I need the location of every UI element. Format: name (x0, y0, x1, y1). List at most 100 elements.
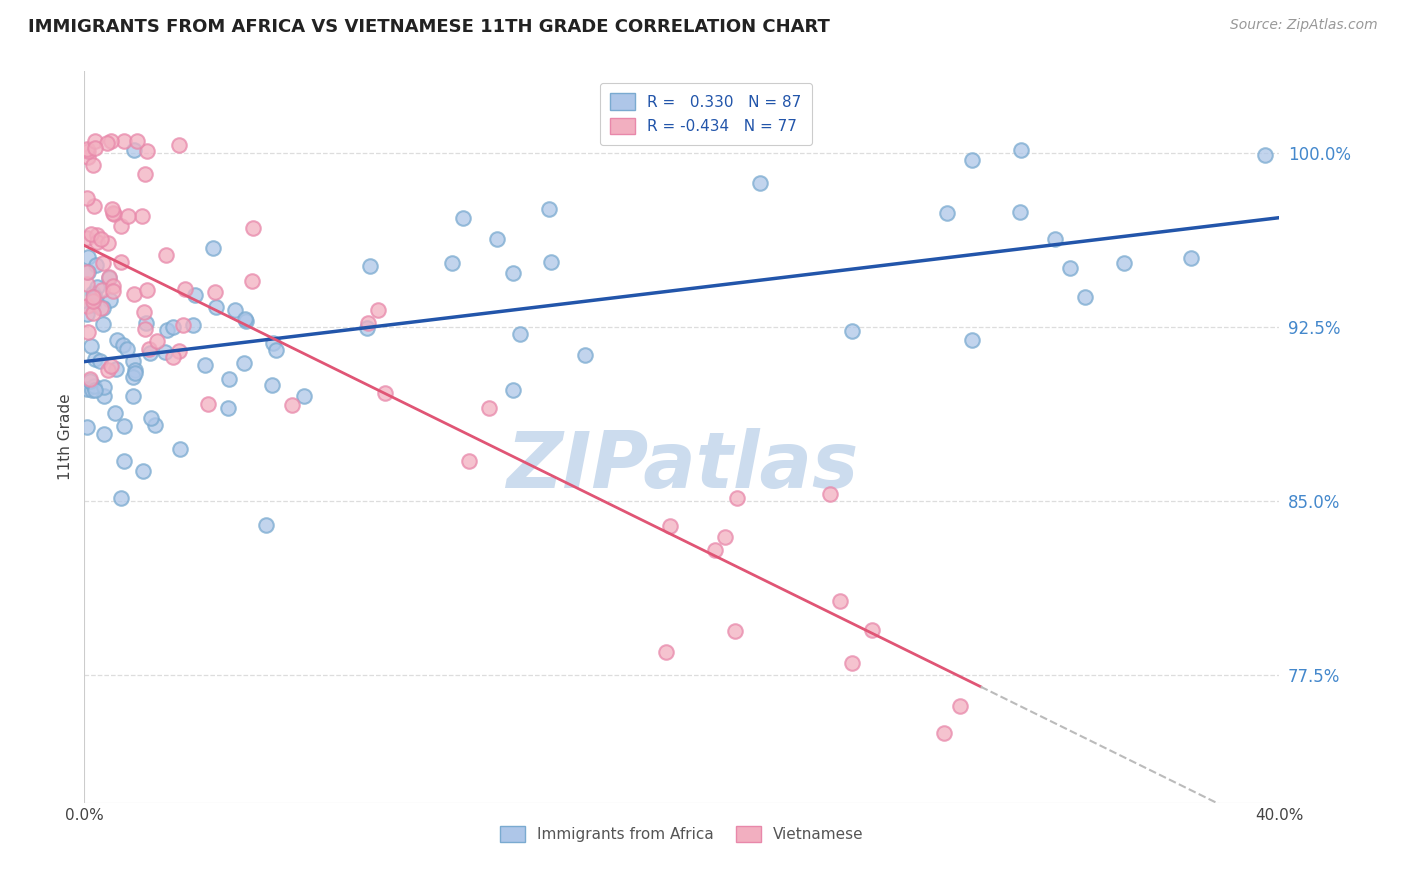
Point (112, 454, 135, 468)
Point (134, 321, 156, 335)
Point (79, 374, 101, 388)
Point (502, 266, 524, 280)
Point (281, 398, 304, 412)
Point (105, 333, 128, 347)
Point (218, 371, 240, 385)
Point (112, 337, 135, 351)
Point (235, 314, 257, 328)
Point (110, 219, 132, 234)
Point (138, 342, 160, 356)
Point (960, 333, 983, 347)
Point (749, 176, 772, 190)
Point (100, 134, 122, 148)
Point (97, 363, 120, 377)
Point (162, 319, 184, 334)
Point (1180, 251, 1202, 265)
Point (89, 354, 111, 368)
Point (359, 260, 381, 274)
Point (96, 136, 118, 151)
Point (77, 325, 100, 339)
Point (97, 271, 120, 285)
Point (167, 138, 190, 153)
Point (139, 410, 162, 425)
Point (84, 290, 107, 304)
Point (714, 530, 737, 544)
Point (77, 150, 100, 164)
Point (841, 324, 863, 338)
Point (104, 406, 127, 420)
Point (90, 232, 112, 246)
Point (173, 282, 195, 296)
Point (82, 290, 104, 304)
Point (655, 645, 678, 659)
Point (162, 350, 184, 364)
Point (82, 293, 104, 308)
Point (98, 293, 121, 308)
Point (1008, 204, 1031, 219)
Point (181, 318, 204, 332)
Point (169, 442, 191, 456)
Point (194, 358, 217, 372)
Point (82, 158, 104, 172)
Point (458, 454, 481, 468)
Point (262, 336, 284, 351)
Point (262, 378, 284, 392)
Point (97, 270, 120, 285)
Point (242, 220, 264, 235)
Point (80, 227, 103, 241)
Point (704, 542, 727, 557)
Point (451, 211, 474, 226)
Point (136, 283, 159, 297)
Point (104, 362, 127, 376)
Point (860, 623, 883, 637)
Point (828, 593, 851, 607)
Point (76, 420, 98, 434)
Legend: Immigrants from Africa, Vietnamese: Immigrants from Africa, Vietnamese (492, 818, 872, 850)
Point (367, 303, 389, 318)
Point (79, 372, 101, 386)
Point (101, 202, 124, 217)
Point (217, 401, 239, 415)
Point (131, 209, 153, 223)
Point (83, 379, 105, 393)
Point (1010, 144, 1032, 158)
Point (233, 356, 256, 370)
Point (935, 205, 957, 219)
Point (76, 265, 98, 279)
Point (84, 141, 107, 155)
Point (112, 134, 135, 148)
Point (76, 250, 98, 264)
Point (121, 370, 143, 384)
Point (205, 300, 228, 314)
Point (76, 191, 98, 205)
Point (478, 401, 501, 416)
Point (93, 426, 115, 441)
Point (110, 491, 132, 505)
Text: IMMIGRANTS FROM AFRICA VS VIETNAMESE 11TH GRADE CORRELATION CHART: IMMIGRANTS FROM AFRICA VS VIETNAMESE 11T… (28, 18, 830, 36)
Point (538, 202, 561, 217)
Point (132, 305, 155, 319)
Point (86, 258, 108, 272)
Point (82, 298, 104, 312)
Point (134, 167, 156, 181)
Point (139, 346, 162, 360)
Point (254, 517, 277, 532)
Point (357, 316, 380, 330)
Point (124, 367, 146, 381)
Point (659, 519, 682, 533)
Point (122, 286, 145, 301)
Point (122, 389, 145, 403)
Point (86, 227, 108, 242)
Point (93, 380, 115, 394)
Point (122, 354, 145, 368)
Point (486, 232, 509, 246)
Point (540, 255, 562, 269)
Point (80, 339, 103, 353)
Point (934, 726, 956, 740)
Point (143, 418, 166, 433)
Point (509, 326, 531, 341)
Point (77, 265, 100, 279)
Point (101, 284, 124, 298)
Point (115, 343, 138, 357)
Point (103, 207, 125, 221)
